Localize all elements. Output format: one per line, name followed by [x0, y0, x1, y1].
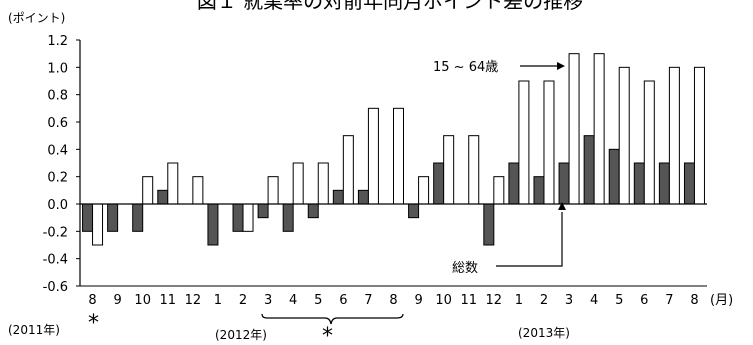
x-tick-label: 7	[364, 293, 372, 308]
annotation-arrow-total	[496, 212, 563, 267]
x-tick-label: 1	[515, 293, 523, 308]
bar-15-64	[518, 80, 530, 205]
x-unit-label: (月)	[710, 293, 733, 308]
y-tick-label: 1.2	[47, 34, 68, 49]
bracket-2012	[261, 313, 404, 325]
bar-15-64	[317, 162, 329, 205]
bar-total	[132, 203, 144, 232]
bar-total	[257, 203, 269, 219]
x-tick-label: 4	[590, 293, 598, 308]
x-tick-label: 9	[414, 293, 422, 308]
bar-15-64	[468, 135, 480, 205]
bar-15-64	[693, 66, 705, 205]
bar-15-64	[92, 203, 104, 246]
x-tick-label: 1	[214, 293, 222, 308]
bar-total	[157, 189, 169, 205]
bar-total	[307, 203, 319, 219]
year-label-2011: (2011年)	[8, 323, 60, 337]
bar-15-64	[443, 135, 455, 205]
x-tick-label: 11	[460, 293, 477, 308]
bar-total	[82, 203, 94, 232]
bar-15-64	[418, 176, 430, 205]
chart-title: 図１ 就業率の対前年同月ポイント差の推移	[197, 0, 583, 13]
y-tick-label: 0.0	[47, 198, 68, 213]
x-tick-label: 11	[160, 293, 177, 308]
x-tick-label: 5	[615, 293, 623, 308]
bar-15-64	[142, 176, 154, 205]
annotation-label-1564: 15 ~ 64歳	[433, 60, 498, 75]
bar-total	[207, 203, 219, 246]
bar-total	[408, 203, 420, 219]
x-tick-label: 6	[640, 293, 648, 308]
x-tick-label: 4	[289, 293, 297, 308]
axes	[79, 40, 707, 287]
x-tick-label: 12	[486, 293, 503, 308]
bar-total	[357, 189, 369, 205]
bar-total	[583, 135, 595, 205]
bar-total	[483, 203, 495, 246]
y-tick-label: 1.0	[47, 61, 68, 76]
y-tick-label: 0.8	[47, 89, 68, 104]
bar-total	[608, 148, 620, 205]
x-tick-label: 7	[665, 293, 673, 308]
bar-15-64	[668, 66, 680, 205]
annotation-arrowhead-1564	[557, 62, 565, 70]
bar-15-64	[593, 53, 605, 205]
annotation-arrowhead-total	[558, 202, 566, 210]
bar-total	[332, 189, 344, 205]
bar-15-64	[292, 162, 304, 205]
bar-15-64	[393, 107, 404, 205]
x-tick-label: 8	[88, 293, 96, 308]
x-tick-label: 6	[339, 293, 347, 308]
x-tick-label: 2	[239, 293, 247, 308]
bar-15-64	[568, 53, 580, 205]
y-tick-label: -0.4	[43, 253, 68, 268]
bar-total	[683, 162, 695, 205]
bar-15-64	[342, 135, 354, 205]
bar-total	[282, 203, 294, 232]
bar-15-64	[618, 66, 630, 205]
bar-15-64	[367, 107, 379, 205]
y-tick-label: 0.2	[47, 171, 68, 186]
x-axis-ticks: 8 9 10 11 12 1 2 3 4 5 6 7 8 9 10 11 12 1 2 3 4 5 6 7 8	[88, 293, 698, 308]
x-tick-label: 9	[113, 293, 121, 308]
bar-total	[107, 203, 119, 232]
bar-total	[658, 162, 670, 205]
y-tick-label: -0.2	[43, 225, 68, 240]
year-label-2012: (2012年)	[215, 328, 267, 342]
bar-total	[433, 162, 445, 205]
asterisk-2012: *	[322, 324, 333, 345]
bar-15-64	[242, 203, 254, 232]
bar-total	[508, 162, 520, 205]
x-tick-label: 8	[690, 293, 698, 308]
bar-15-64	[543, 80, 555, 205]
x-tick-label: 12	[185, 293, 202, 308]
x-tick-label: 5	[314, 293, 322, 308]
x-tick-label: 10	[134, 293, 151, 308]
asterisk-2011: *	[88, 311, 99, 336]
y-tick-label: 0.6	[47, 116, 68, 131]
y-tick-label: 0.4	[47, 143, 68, 158]
x-tick-label: 10	[435, 293, 452, 308]
bar-total	[533, 176, 545, 205]
year-label-2013: (2013年)	[518, 326, 570, 340]
annotation-label-total: 総数	[452, 261, 478, 276]
bar-15-64	[267, 176, 279, 205]
x-tick-label: 3	[565, 293, 573, 308]
bar-total	[633, 162, 645, 205]
bar-15-64	[192, 176, 204, 205]
y-tick-label: -0.6	[43, 280, 68, 295]
y-unit-label: (ポイント)	[8, 11, 65, 25]
x-tick-label: 3	[264, 293, 272, 308]
bar-total	[558, 162, 570, 205]
bars	[82, 53, 705, 246]
bar-total	[232, 203, 244, 232]
x-tick-label: 2	[540, 293, 548, 308]
bar-15-64	[643, 80, 655, 205]
bar-15-64	[167, 162, 179, 205]
x-tick-label: 8	[389, 293, 397, 308]
y-axis-ticks: 1.2 1.0 0.8 0.6 0.4 0.2 0.0 -0.2 -0.4 -0.6	[43, 34, 80, 295]
bar-15-64	[493, 176, 505, 205]
